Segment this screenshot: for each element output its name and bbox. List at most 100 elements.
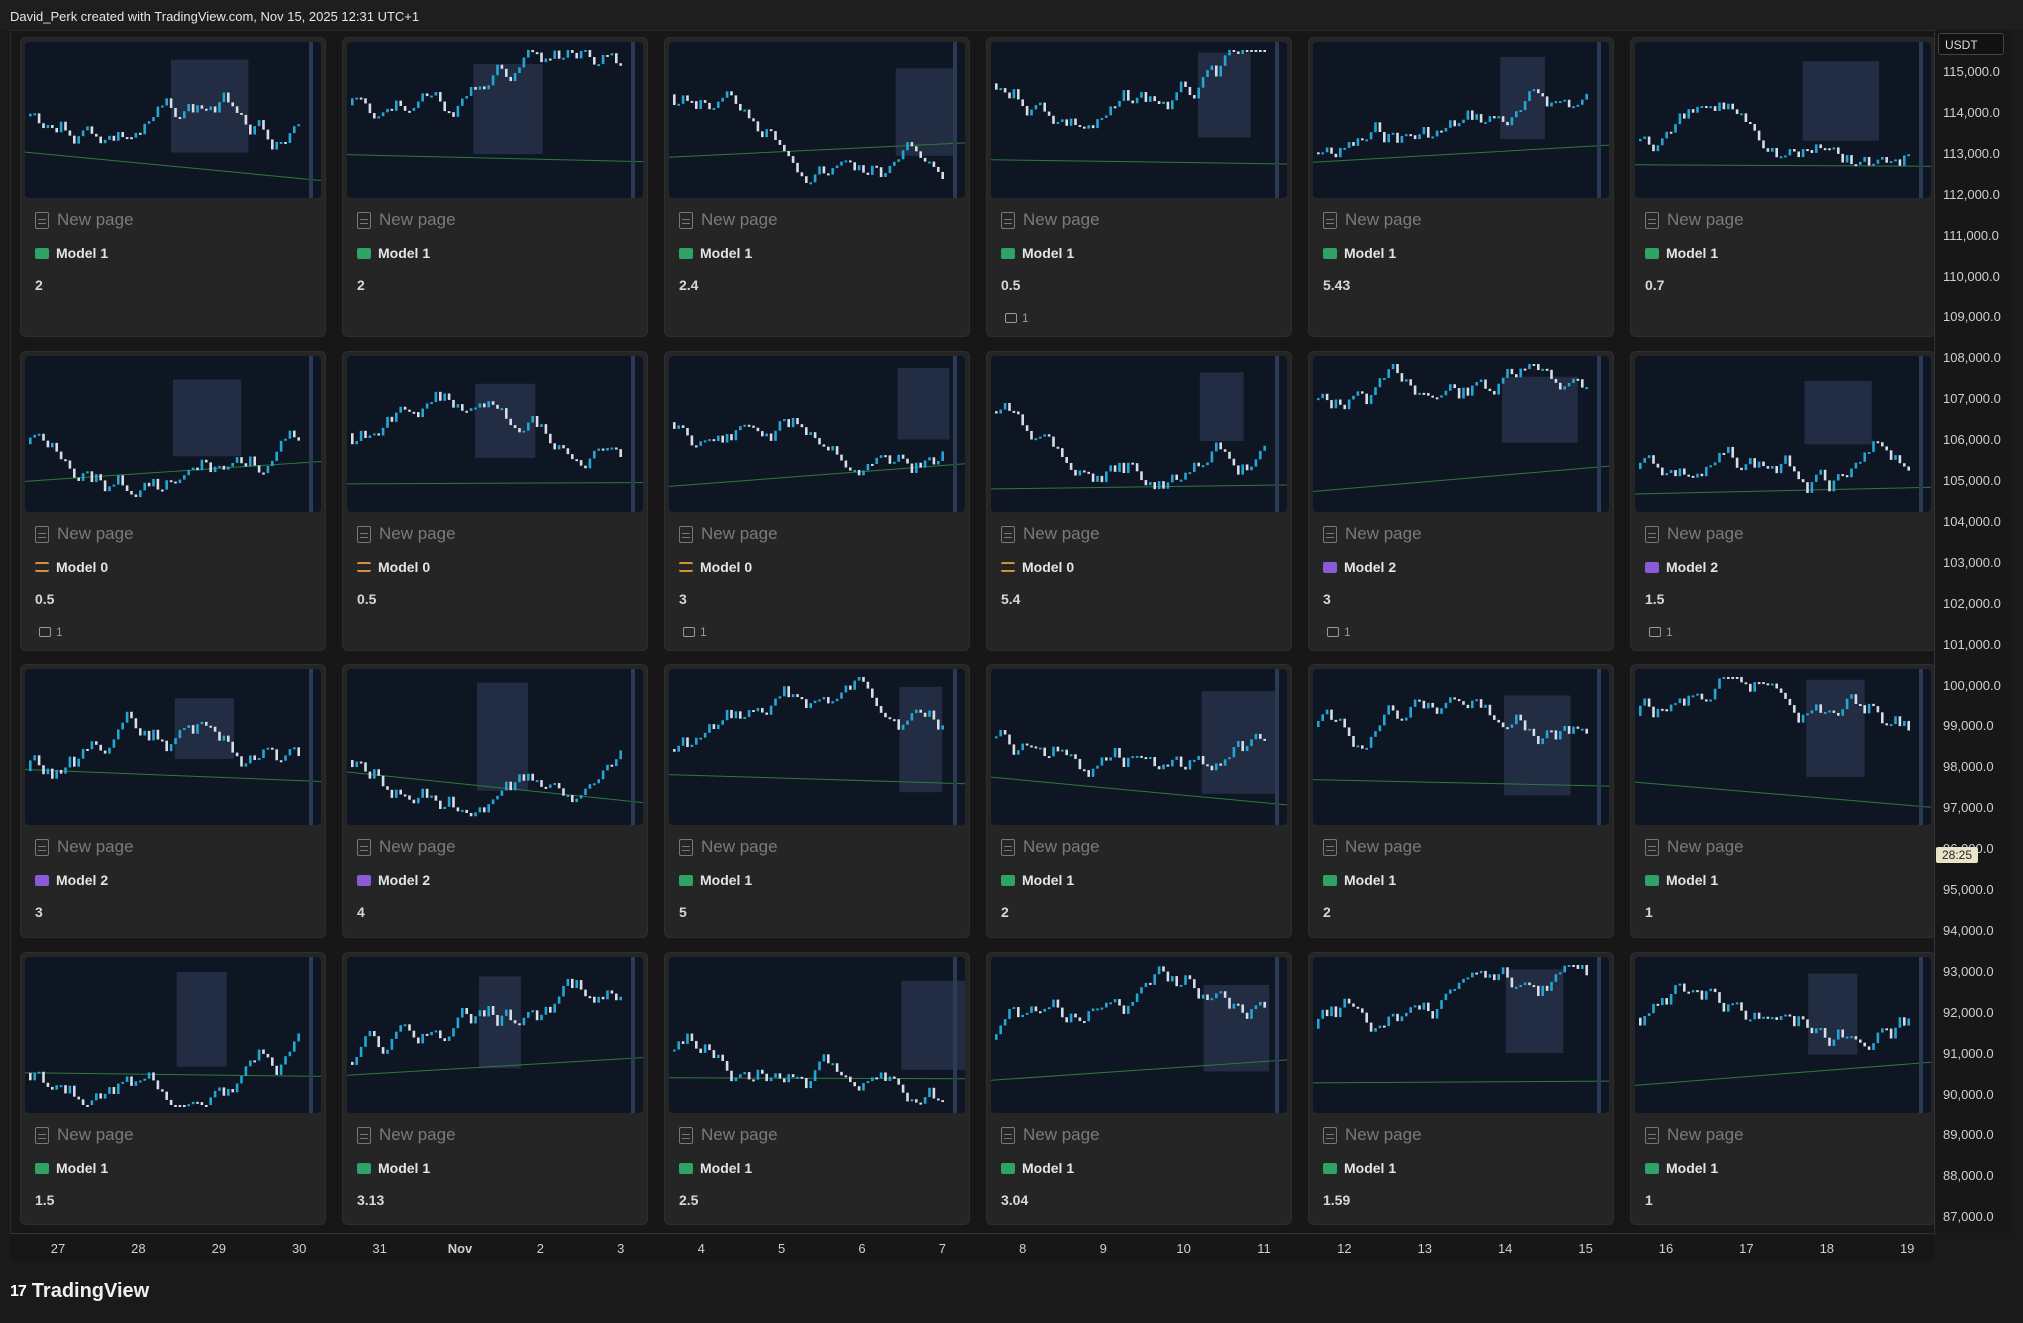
page-card[interactable]: New page Model 2 3 1 xyxy=(1308,351,1614,651)
price-axis[interactable] xyxy=(1934,30,2013,1233)
model-tag[interactable]: Model 1 xyxy=(1323,872,1396,888)
page-card[interactable]: New page Model 1 3.13 xyxy=(342,952,648,1225)
page-card[interactable]: New page Model 1 1.59 xyxy=(1308,952,1614,1225)
comment-count[interactable]: 1 xyxy=(1649,625,1673,639)
page-title-row[interactable]: New page xyxy=(1001,209,1100,231)
page-title-row[interactable]: New page xyxy=(357,523,456,545)
model-tag[interactable]: Model 1 xyxy=(1001,872,1074,888)
page-card[interactable]: New page Model 1 2 xyxy=(986,664,1292,938)
page-title-row[interactable]: New page xyxy=(1001,1124,1100,1146)
page-card[interactable]: New page Model 1 5 xyxy=(664,664,970,938)
page-title-row[interactable]: New page xyxy=(1001,523,1100,545)
chart-thumbnail xyxy=(991,957,1287,1113)
page-card[interactable]: New page Model 0 0.5 xyxy=(342,351,648,651)
page-card[interactable]: New page Model 1 1.5 xyxy=(20,952,326,1225)
currency-selector[interactable]: USDT xyxy=(1938,33,2004,55)
page-title-row[interactable]: New page xyxy=(1001,836,1100,858)
model-tag[interactable]: Model 1 xyxy=(679,872,752,888)
comment-count[interactable]: 1 xyxy=(683,625,707,639)
page-title-row[interactable]: New page xyxy=(1645,836,1744,858)
page-card[interactable]: New page Model 1 1 xyxy=(1630,664,1936,938)
page-title-row[interactable]: New page xyxy=(1323,209,1422,231)
model-tag[interactable]: Model 1 xyxy=(357,1160,430,1176)
page-card[interactable]: New page Model 0 0.5 1 xyxy=(20,351,326,651)
page-title-row[interactable]: New page xyxy=(35,209,134,231)
page-card[interactable]: New page Model 2 1.5 1 xyxy=(1630,351,1936,651)
model-tag-label: Model 1 xyxy=(1022,872,1075,888)
page-card[interactable]: New page Model 1 2 xyxy=(342,37,648,337)
page-card[interactable]: New page Model 1 0.5 1 xyxy=(986,37,1292,337)
price-label: 87,000.0 xyxy=(1943,1209,1994,1225)
page-title-row[interactable]: New page xyxy=(1323,523,1422,545)
page-title-row[interactable]: New page xyxy=(679,209,778,231)
page-card[interactable]: New page Model 1 3.04 xyxy=(986,952,1292,1225)
model-tag[interactable]: Model 1 xyxy=(1323,245,1396,261)
page-title-row[interactable]: New page xyxy=(679,836,778,858)
model-tag-label: Model 1 xyxy=(700,872,753,888)
page-title-row[interactable]: New page xyxy=(679,1124,778,1146)
model-tag[interactable]: Model 1 xyxy=(1323,1160,1396,1176)
model-tag[interactable]: Model 1 xyxy=(679,1160,752,1176)
page-card[interactable]: New page Model 1 2.5 xyxy=(664,952,970,1225)
page-title-row[interactable]: New page xyxy=(1323,836,1422,858)
page-title: New page xyxy=(1023,524,1100,543)
page-card[interactable]: New page Model 1 2 xyxy=(1308,664,1614,938)
model-tag[interactable]: Model 1 xyxy=(1645,1160,1718,1176)
page-card[interactable]: New page Model 2 4 xyxy=(342,664,648,938)
model-tag[interactable]: Model 1 xyxy=(1645,245,1718,261)
comment-count[interactable]: 1 xyxy=(1005,311,1029,325)
model-tag[interactable]: Model 0 xyxy=(1001,559,1074,575)
model-tag[interactable]: Model 1 xyxy=(1001,1160,1074,1176)
model-tag[interactable]: Model 2 xyxy=(1645,559,1718,575)
list-icon xyxy=(357,562,371,572)
chart-thumbnail xyxy=(347,42,643,198)
date-axis[interactable] xyxy=(10,1233,1934,1262)
price-label: 113,000.0 xyxy=(1943,145,2000,161)
page-card[interactable]: New page Model 0 5.4 xyxy=(986,351,1292,651)
page-title-row[interactable]: New page xyxy=(35,523,134,545)
tag-icon xyxy=(1001,1162,1015,1174)
model-tag[interactable]: Model 2 xyxy=(357,872,430,888)
model-tag[interactable]: Model 1 xyxy=(357,245,430,261)
page-card[interactable]: New page Model 1 0.7 xyxy=(1630,37,1936,337)
page-card[interactable]: New page Model 2 3 xyxy=(20,664,326,938)
comment-count-label: 1 xyxy=(1022,311,1029,325)
model-tag[interactable]: Model 1 xyxy=(679,245,752,261)
page-title-row[interactable]: New page xyxy=(35,1124,134,1146)
model-tag[interactable]: Model 0 xyxy=(679,559,752,575)
chart-area[interactable] xyxy=(10,30,1936,1235)
page-icon xyxy=(1323,211,1337,229)
page-title-row[interactable]: New page xyxy=(357,1124,456,1146)
comment-count[interactable]: 1 xyxy=(39,625,63,639)
page-title-row[interactable]: New page xyxy=(357,836,456,858)
model-tag[interactable]: Model 2 xyxy=(35,872,108,888)
model-tag[interactable]: Model 2 xyxy=(1323,559,1396,575)
brand[interactable]: 17 TradingView xyxy=(10,1280,149,1303)
page-card[interactable]: New page Model 1 5.43 xyxy=(1308,37,1614,337)
page-card[interactable]: New page Model 1 2.4 xyxy=(664,37,970,337)
page-title-row[interactable]: New page xyxy=(1323,1124,1422,1146)
page-title-row[interactable]: New page xyxy=(1645,209,1744,231)
page-title-row[interactable]: New page xyxy=(357,209,456,231)
model-tag[interactable]: Model 1 xyxy=(35,245,108,261)
model-tag[interactable]: Model 1 xyxy=(1001,245,1074,261)
date-label: 11 xyxy=(1257,1241,1271,1256)
model-tag-label: Model 2 xyxy=(1666,559,1719,575)
page-title-row[interactable]: New page xyxy=(35,836,134,858)
page-title: New page xyxy=(1345,524,1422,543)
page-title-row[interactable]: New page xyxy=(1645,523,1744,545)
model-tag-label: Model 0 xyxy=(1022,559,1075,575)
model-tag[interactable]: Model 1 xyxy=(35,1160,108,1176)
page-card[interactable]: New page Model 1 2 xyxy=(20,37,326,337)
page-title-row[interactable]: New page xyxy=(1645,1124,1744,1146)
chart-thumbnail xyxy=(25,669,321,825)
price-label: 95,000.0 xyxy=(1943,882,1994,897)
page-card[interactable]: New page Model 0 3 1 xyxy=(664,351,970,651)
page-title-row[interactable]: New page xyxy=(679,523,778,545)
model-tag[interactable]: Model 0 xyxy=(357,559,430,575)
comment-count[interactable]: 1 xyxy=(1327,625,1351,639)
date-label: 4 xyxy=(697,1241,705,1256)
model-tag[interactable]: Model 0 xyxy=(35,559,108,575)
page-card[interactable]: New page Model 1 1 xyxy=(1630,952,1936,1225)
model-tag[interactable]: Model 1 xyxy=(1645,872,1718,888)
